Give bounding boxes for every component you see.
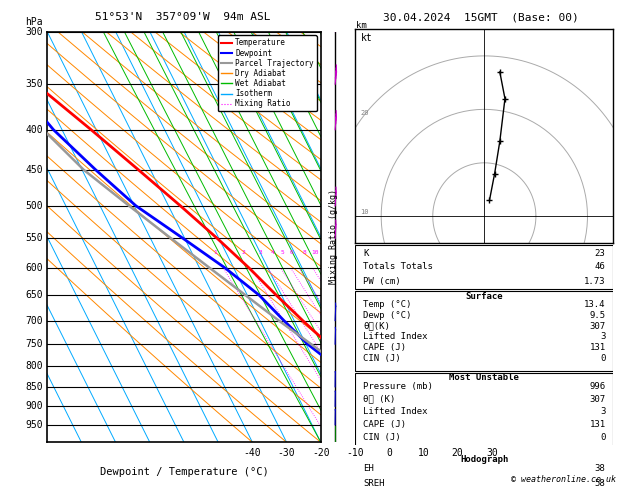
Text: θᴇ(K): θᴇ(K) xyxy=(363,322,390,331)
Text: -2: -2 xyxy=(355,360,366,368)
Text: 996: 996 xyxy=(589,382,606,391)
Text: 500: 500 xyxy=(25,201,43,211)
Text: 0: 0 xyxy=(386,449,392,458)
Text: 0: 0 xyxy=(600,433,606,442)
Text: -5: -5 xyxy=(355,201,366,209)
Text: Dewp (°C): Dewp (°C) xyxy=(363,311,411,320)
Text: -3: -3 xyxy=(355,315,366,324)
Text: 58: 58 xyxy=(595,479,606,486)
Text: 307: 307 xyxy=(589,395,606,404)
Text: EH: EH xyxy=(363,464,374,473)
Text: 131: 131 xyxy=(589,343,606,352)
Text: Lifted Index: Lifted Index xyxy=(363,332,428,342)
Text: ASL: ASL xyxy=(355,33,372,42)
Text: 950: 950 xyxy=(25,420,43,430)
Text: -4: -4 xyxy=(355,261,366,270)
Text: 900: 900 xyxy=(25,401,43,411)
Text: -10: -10 xyxy=(346,449,364,458)
Bar xyxy=(355,291,613,371)
Text: 30: 30 xyxy=(486,449,498,458)
Text: 400: 400 xyxy=(25,125,43,135)
Text: CIN (J): CIN (J) xyxy=(363,433,401,442)
Text: 0: 0 xyxy=(600,354,606,363)
Text: 10: 10 xyxy=(311,250,319,255)
Text: CAPE (J): CAPE (J) xyxy=(363,343,406,352)
Text: 5: 5 xyxy=(281,250,284,255)
Text: 650: 650 xyxy=(25,290,43,300)
Text: 8: 8 xyxy=(303,250,306,255)
Text: CAPE (J): CAPE (J) xyxy=(363,420,406,429)
Text: K: K xyxy=(363,249,369,258)
Text: 38: 38 xyxy=(595,464,606,473)
Text: 750: 750 xyxy=(25,339,43,349)
Text: 307: 307 xyxy=(589,322,606,331)
Text: km: km xyxy=(355,20,366,30)
Text: 20: 20 xyxy=(360,110,369,116)
Text: 1: 1 xyxy=(214,250,218,255)
Text: 20: 20 xyxy=(452,449,464,458)
Text: Surface: Surface xyxy=(465,292,503,301)
Text: 9.5: 9.5 xyxy=(589,311,606,320)
Text: 51°53'N  357°09'W  94m ASL: 51°53'N 357°09'W 94m ASL xyxy=(94,12,270,22)
Text: 23: 23 xyxy=(595,249,606,258)
Text: 1.73: 1.73 xyxy=(584,277,606,286)
Text: 850: 850 xyxy=(25,382,43,392)
Text: 550: 550 xyxy=(25,233,43,243)
Text: Hodograph: Hodograph xyxy=(460,455,508,464)
Text: -30: -30 xyxy=(278,449,296,458)
Text: Most Unstable: Most Unstable xyxy=(449,373,520,382)
Text: 10: 10 xyxy=(360,208,369,215)
Text: 10: 10 xyxy=(418,449,429,458)
Text: SREH: SREH xyxy=(363,479,384,486)
Text: 46: 46 xyxy=(595,262,606,271)
Text: LCL: LCL xyxy=(355,425,370,434)
Legend: Temperature, Dewpoint, Parcel Trajectory, Dry Adiabat, Wet Adiabat, Isotherm, Mi: Temperature, Dewpoint, Parcel Trajectory… xyxy=(218,35,317,111)
Text: -6: -6 xyxy=(355,123,366,133)
Text: -8: -8 xyxy=(355,33,366,42)
Text: 131: 131 xyxy=(589,420,606,429)
Text: 4: 4 xyxy=(271,250,274,255)
Text: -1: -1 xyxy=(355,400,366,409)
Text: 700: 700 xyxy=(25,315,43,326)
Text: 30.04.2024  15GMT  (Base: 00): 30.04.2024 15GMT (Base: 00) xyxy=(383,12,579,22)
Text: © weatheronline.co.uk: © weatheronline.co.uk xyxy=(511,474,616,484)
Text: 600: 600 xyxy=(25,263,43,273)
Text: θᴇ (K): θᴇ (K) xyxy=(363,395,396,404)
Text: Pressure (mb): Pressure (mb) xyxy=(363,382,433,391)
Text: 2: 2 xyxy=(241,250,245,255)
Text: Dewpoint / Temperature (°C): Dewpoint / Temperature (°C) xyxy=(99,467,269,477)
Text: CIN (J): CIN (J) xyxy=(363,354,401,363)
Text: -20: -20 xyxy=(312,449,330,458)
Text: -40: -40 xyxy=(243,449,261,458)
Text: kt: kt xyxy=(360,34,372,43)
Text: Lifted Index: Lifted Index xyxy=(363,407,428,417)
Text: 13.4: 13.4 xyxy=(584,300,606,309)
Text: 6: 6 xyxy=(289,250,293,255)
Text: 800: 800 xyxy=(25,361,43,371)
Text: 3: 3 xyxy=(600,407,606,417)
Text: 300: 300 xyxy=(25,27,43,36)
Text: -7: -7 xyxy=(355,80,366,88)
Text: 350: 350 xyxy=(25,79,43,89)
Text: Temp (°C): Temp (°C) xyxy=(363,300,411,309)
Bar xyxy=(355,245,613,289)
Text: PW (cm): PW (cm) xyxy=(363,277,401,286)
Text: 3: 3 xyxy=(259,250,262,255)
Text: Totals Totals: Totals Totals xyxy=(363,262,433,271)
Bar xyxy=(355,373,613,452)
Text: 3: 3 xyxy=(600,332,606,342)
Text: Mixing Ratio (g/kg): Mixing Ratio (g/kg) xyxy=(328,190,338,284)
Text: hPa: hPa xyxy=(25,17,43,28)
Text: 450: 450 xyxy=(25,165,43,175)
Bar xyxy=(355,455,613,486)
